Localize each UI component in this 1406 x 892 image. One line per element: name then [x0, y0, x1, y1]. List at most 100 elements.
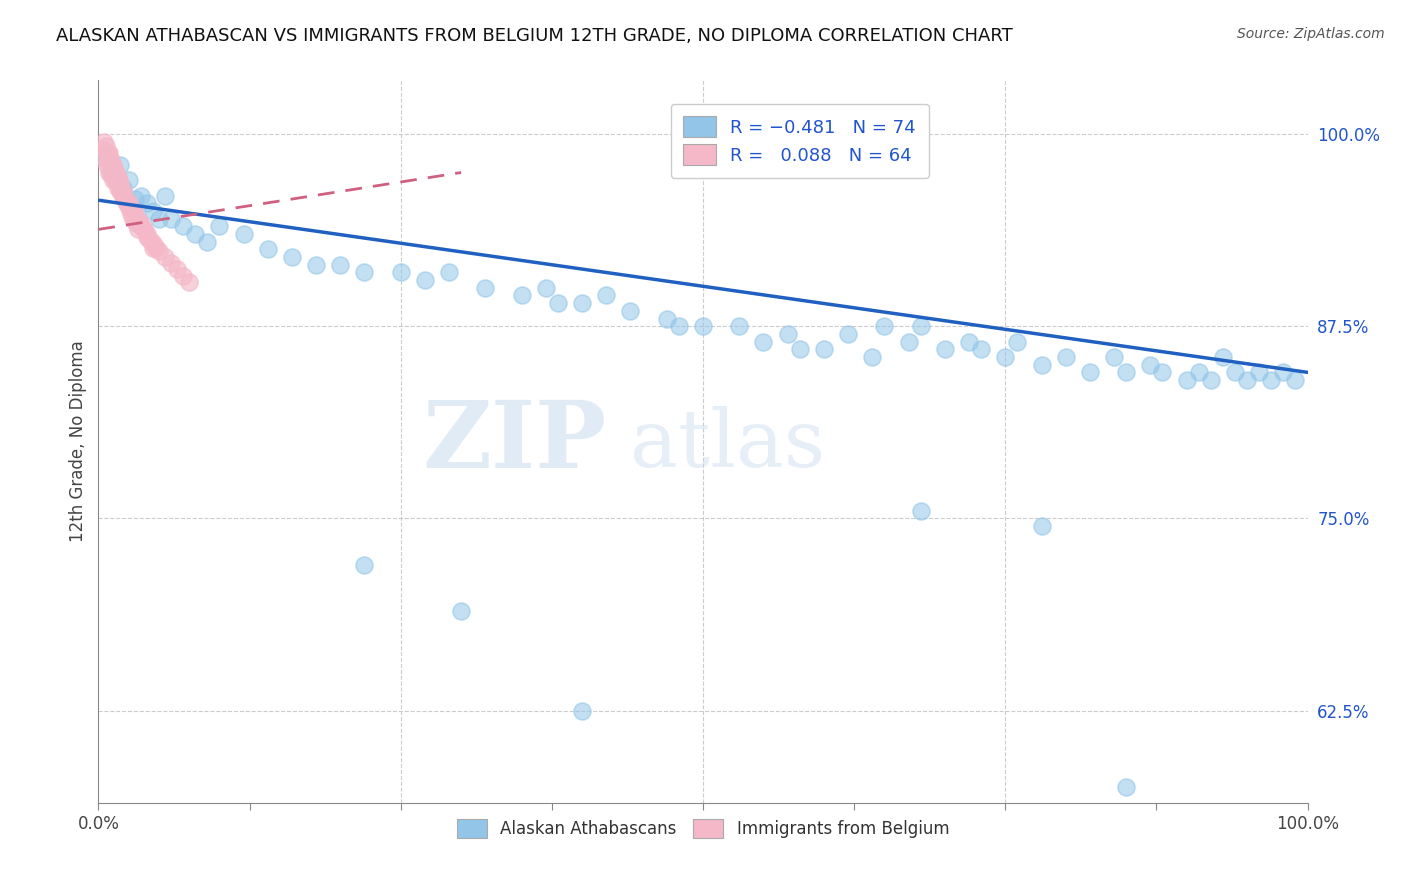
Point — [994, 350, 1017, 364]
Text: ZIP: ZIP — [422, 397, 606, 486]
Point — [103, 162, 125, 177]
Point — [100, 153, 122, 168]
Point — [101, 173, 124, 187]
Point — [153, 188, 176, 202]
Point — [101, 161, 124, 175]
Point — [256, 243, 278, 257]
Point — [138, 232, 160, 246]
Point — [970, 343, 993, 357]
Point — [172, 219, 194, 234]
Point — [111, 188, 134, 202]
Point — [668, 319, 690, 334]
Point — [728, 319, 751, 334]
Point — [93, 135, 115, 149]
Point — [97, 145, 120, 160]
Point — [142, 203, 165, 218]
Point — [117, 196, 139, 211]
Point — [100, 161, 122, 175]
Point — [101, 158, 124, 172]
Point — [166, 262, 188, 277]
Point — [129, 219, 152, 234]
Point — [353, 558, 375, 572]
Point — [108, 175, 131, 189]
Point — [1102, 350, 1125, 364]
Point — [957, 334, 980, 349]
Point — [148, 211, 170, 226]
Point — [118, 201, 141, 215]
Point — [450, 604, 472, 618]
Point — [571, 296, 593, 310]
Text: Source: ZipAtlas.com: Source: ZipAtlas.com — [1237, 27, 1385, 41]
Point — [148, 244, 170, 258]
Point — [1188, 365, 1211, 379]
Legend: Alaskan Athabascans, Immigrants from Belgium: Alaskan Athabascans, Immigrants from Bel… — [450, 813, 956, 845]
Point — [122, 211, 145, 226]
Point — [118, 196, 141, 211]
Point — [97, 154, 120, 169]
Point — [128, 215, 150, 229]
Point — [1175, 373, 1198, 387]
Point — [124, 192, 146, 206]
Point — [124, 207, 146, 221]
Point — [1212, 350, 1234, 364]
Point — [160, 256, 183, 270]
Point — [105, 173, 128, 187]
Point — [134, 222, 156, 236]
Point — [124, 209, 146, 223]
Point — [1272, 365, 1295, 379]
Point — [547, 296, 569, 310]
Point — [329, 258, 352, 272]
Point — [934, 343, 956, 357]
Point — [93, 150, 115, 164]
Point — [1115, 780, 1137, 795]
Point — [619, 304, 641, 318]
Point — [127, 211, 149, 226]
Point — [143, 237, 166, 252]
Point — [305, 258, 328, 272]
Point — [1007, 334, 1029, 349]
Point — [813, 343, 835, 357]
Point — [1199, 373, 1222, 387]
Point — [108, 184, 131, 198]
Point — [232, 227, 254, 241]
Point — [98, 165, 121, 179]
Point — [100, 165, 122, 179]
Point — [413, 273, 436, 287]
Point — [104, 173, 127, 187]
Point — [145, 241, 167, 255]
Point — [100, 165, 122, 179]
Point — [789, 343, 811, 357]
Point — [873, 319, 896, 334]
Point — [108, 158, 131, 172]
Point — [120, 207, 142, 221]
Point — [1115, 365, 1137, 379]
Point — [1139, 358, 1161, 372]
Point — [437, 265, 460, 279]
Point — [184, 227, 207, 241]
Point — [1078, 365, 1101, 379]
Point — [107, 170, 129, 185]
Point — [108, 178, 131, 192]
Point — [1152, 365, 1174, 379]
Point — [860, 350, 883, 364]
Point — [112, 188, 135, 202]
Point — [111, 188, 134, 202]
Point — [510, 288, 533, 302]
Point — [131, 219, 153, 234]
Point — [93, 150, 115, 164]
Point — [1031, 519, 1053, 533]
Point — [127, 222, 149, 236]
Point — [98, 145, 121, 160]
Point — [104, 164, 127, 178]
Point — [776, 326, 799, 341]
Point — [111, 181, 134, 195]
Point — [1031, 358, 1053, 372]
Point — [179, 275, 201, 289]
Point — [208, 219, 231, 234]
Point — [534, 281, 557, 295]
Point — [571, 704, 593, 718]
Point — [172, 268, 194, 283]
Point — [96, 158, 118, 172]
Point — [1284, 373, 1306, 387]
Point — [135, 196, 157, 211]
